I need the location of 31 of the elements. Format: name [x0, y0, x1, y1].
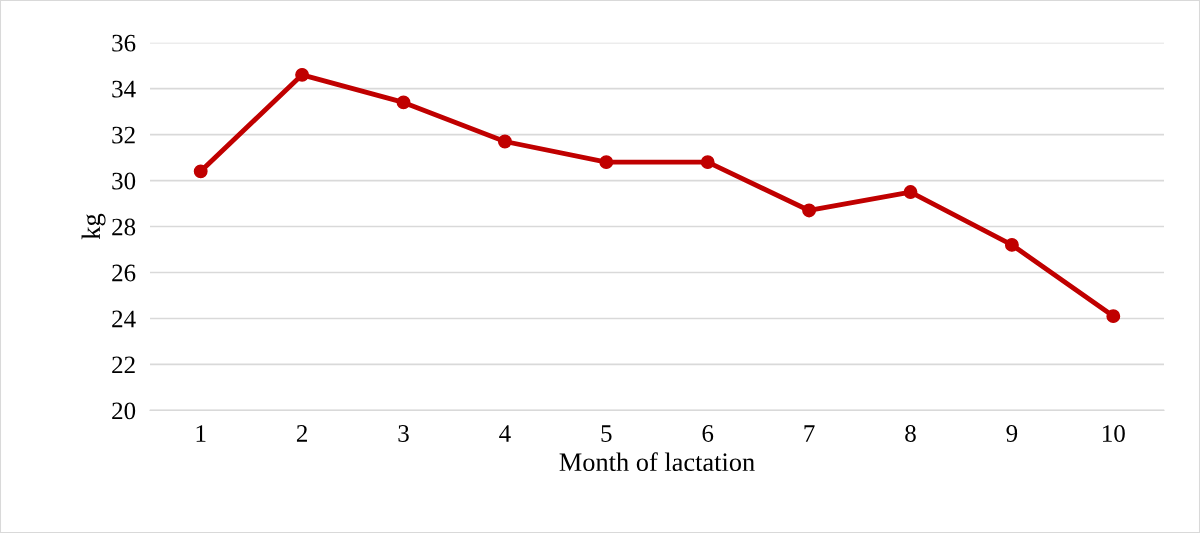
point	[497, 134, 512, 149]
x-tick-label: 6	[702, 425, 714, 442]
x-tick-label: 4	[499, 425, 511, 442]
point	[802, 203, 817, 218]
x-tick-label: 7	[804, 425, 815, 442]
x-axis-title: Month of lactation	[559, 452, 755, 472]
point	[193, 164, 208, 179]
x-tick-label: 3	[398, 425, 409, 442]
y-tick-label: 24	[112, 310, 136, 328]
y-tick-label: 20	[112, 402, 136, 420]
y-axis-title: kg	[81, 213, 106, 240]
x-tick-label: 5	[601, 425, 612, 442]
y-tick-label: 22	[112, 356, 135, 374]
y-tick-label: 26	[112, 264, 136, 282]
y-tick-label: 28	[112, 218, 136, 236]
x-tick-label: 1	[196, 425, 206, 442]
x-tick-label: 2	[296, 425, 307, 442]
point	[295, 67, 310, 82]
y-tick-label: 34	[112, 80, 136, 98]
point	[1004, 237, 1019, 252]
x-tick-label: 9	[1006, 425, 1018, 442]
point	[903, 185, 918, 199]
y-tick-label: 32	[112, 126, 135, 144]
y-tick-label: 30	[112, 172, 136, 190]
point	[1106, 309, 1121, 324]
point	[599, 155, 614, 170]
y-tick-label: 36	[112, 34, 136, 52]
x-tick-label: 10	[1103, 425, 1125, 442]
point	[700, 155, 715, 170]
x-tick-label: 8	[905, 425, 916, 442]
point	[396, 95, 411, 110]
